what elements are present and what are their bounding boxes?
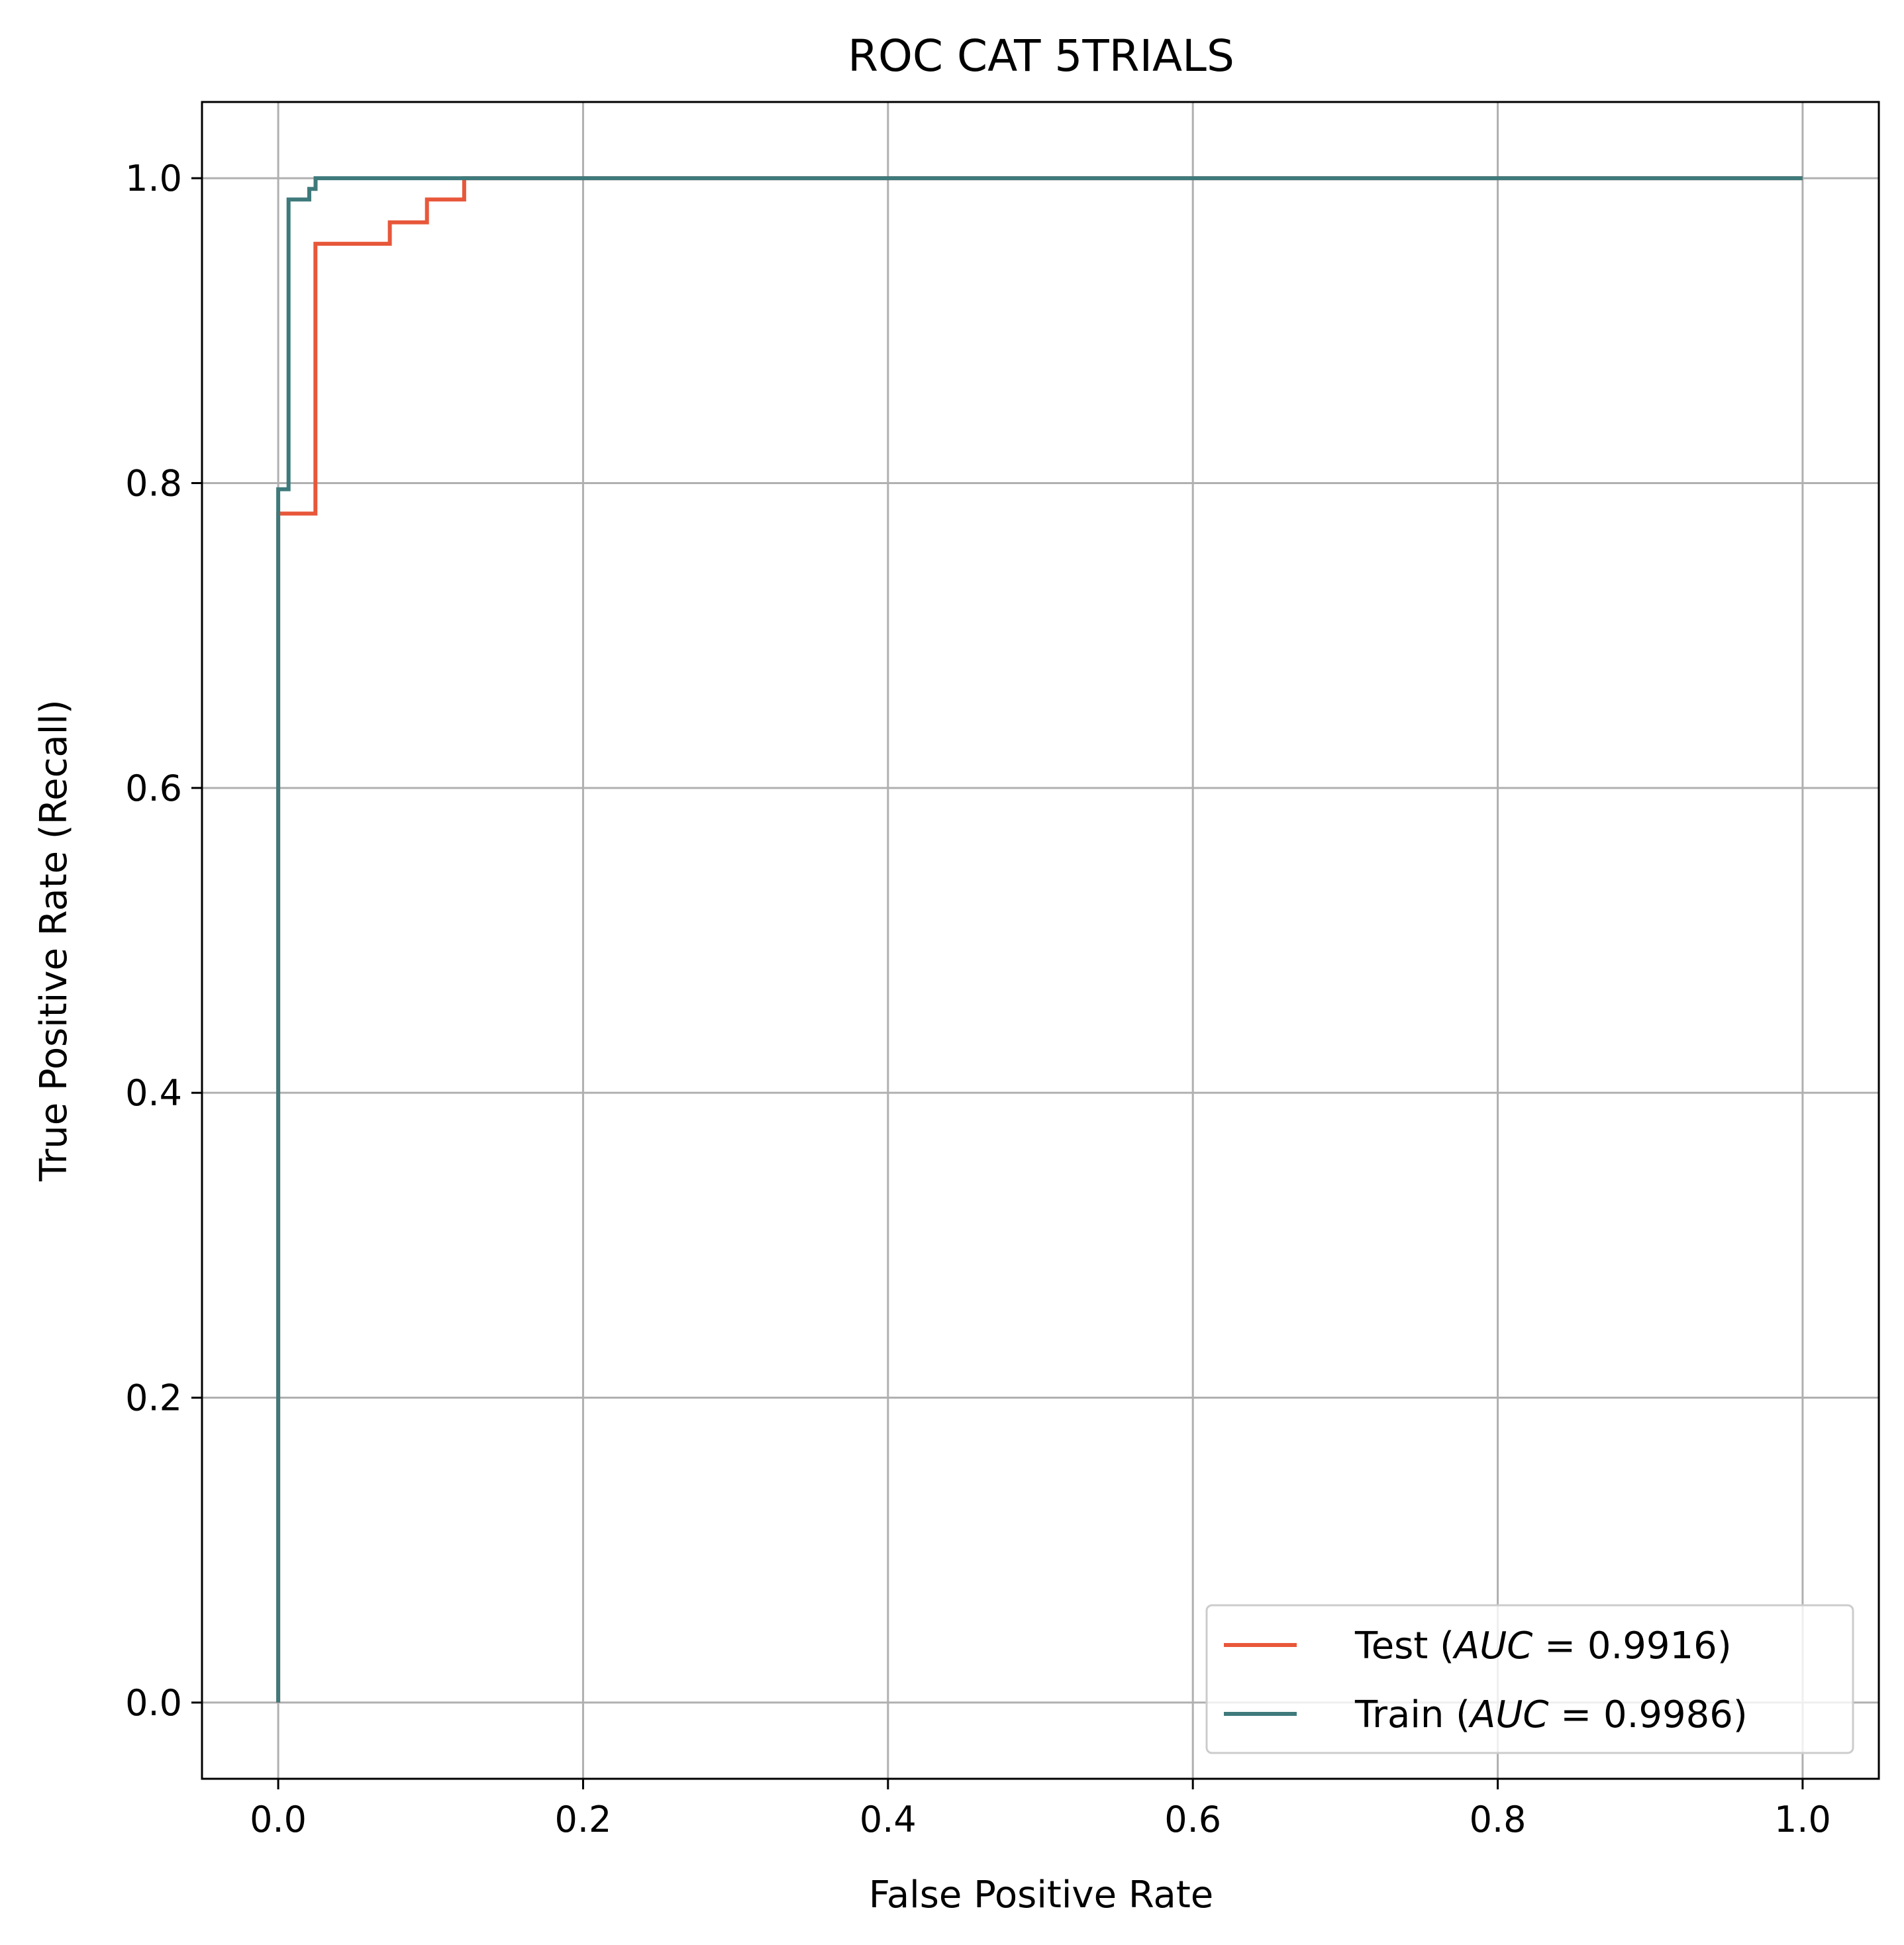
legend-label-train: Train (AUC = 0.9986) [1354,1693,1748,1736]
y-tick-label-4: 0.8 [125,462,182,504]
y-tick-label-0: 0.0 [125,1682,182,1724]
y-tick-label-3: 0.6 [125,768,182,809]
axis-ticks: 0.0 0.2 0.4 0.6 0.8 1.0 0.0 0.2 0.4 0.6 0.8 1.0 [125,158,1831,1840]
legend-label-test: Test (AUC = 0.9916) [1354,1624,1732,1668]
x-tick-label-2: 0.4 [860,1799,917,1840]
series-line-test [276,176,1803,1703]
series-layer [276,176,1803,1703]
chart-title: ROC CAT 5TRIALS [848,30,1234,81]
y-tick-label-1: 0.2 [125,1377,182,1419]
x-tick-label-5: 1.0 [1774,1799,1831,1840]
y-tick-label-5: 1.0 [125,158,182,199]
legend: Test (AUC = 0.9916) Train (AUC = 0.9986) [1205,1604,1854,1754]
grid-lines [202,102,1879,1779]
x-tick-label-3: 0.6 [1164,1799,1221,1840]
x-axis-label: False Positive Rate [869,1873,1213,1917]
x-tick-label-1: 0.2 [555,1799,612,1840]
legend-box [1205,1604,1854,1754]
y-axis-label: True Positive Rate (Recall) [32,699,75,1181]
y-tick-label-2: 0.4 [125,1072,182,1114]
series-line-train [276,176,1803,1703]
x-tick-label-0: 0.0 [250,1799,307,1840]
x-tick-label-4: 0.8 [1470,1799,1527,1840]
plot-frame [201,101,1880,1780]
